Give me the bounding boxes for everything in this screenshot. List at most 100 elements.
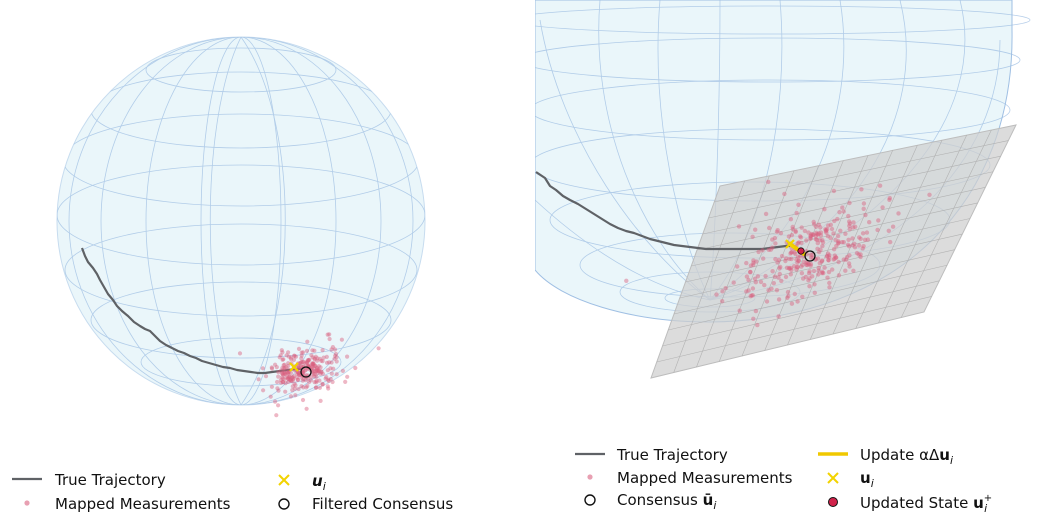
measurement-point xyxy=(827,255,832,260)
measurement-point xyxy=(774,229,780,234)
measurement-point xyxy=(282,372,287,377)
measurement-point xyxy=(279,368,284,373)
measurement-point xyxy=(286,376,291,381)
measurement-point xyxy=(825,275,830,280)
measurement-point xyxy=(316,364,321,369)
measurement-point xyxy=(286,376,291,381)
measurement-point xyxy=(314,365,320,370)
measurement-point xyxy=(287,377,292,383)
right-u-marker xyxy=(785,239,795,249)
measurement-point xyxy=(288,394,294,399)
measurement-point xyxy=(896,211,901,216)
measurement-point xyxy=(841,240,846,245)
measurement-point xyxy=(293,386,298,391)
measurement-point xyxy=(851,220,856,225)
measurement-point xyxy=(306,357,311,363)
measurement-point xyxy=(788,217,794,222)
measurement-point xyxy=(843,231,848,236)
measurement-point xyxy=(776,275,781,280)
measurement-point xyxy=(331,366,336,371)
measurement-point xyxy=(312,364,318,369)
measurement-point xyxy=(301,385,306,390)
measurement-point xyxy=(775,228,780,233)
measurement-point xyxy=(779,253,785,259)
legend-item-true-trajectory: True Trajectory xyxy=(12,471,166,489)
measurement-point xyxy=(753,227,758,232)
measurement-point xyxy=(744,260,749,266)
measurement-point xyxy=(752,276,758,281)
measurement-point xyxy=(861,201,867,206)
measurement-point xyxy=(772,235,778,241)
measurement-point xyxy=(376,346,381,351)
measurement-point xyxy=(287,374,292,380)
measurement-point xyxy=(862,237,868,242)
measurement-point xyxy=(312,356,317,361)
measurement-point xyxy=(751,262,756,268)
measurement-point xyxy=(793,228,798,234)
measurement-point xyxy=(330,379,335,385)
measurement-point xyxy=(758,279,764,285)
measurement-point xyxy=(846,261,852,266)
measurement-point xyxy=(800,294,805,299)
measurement-point xyxy=(795,264,800,270)
measurement-point xyxy=(280,376,285,381)
measurement-point xyxy=(818,233,824,238)
measurement-point xyxy=(856,252,861,257)
measurement-point xyxy=(314,385,319,390)
measurement-point xyxy=(828,235,833,241)
measurement-point xyxy=(761,256,766,261)
measurement-point xyxy=(289,370,294,376)
measurement-point xyxy=(816,265,821,271)
left-panel xyxy=(56,36,426,418)
measurement-point xyxy=(794,210,799,216)
measurement-point xyxy=(824,230,829,235)
measurement-point xyxy=(294,371,299,376)
measurement-point xyxy=(318,371,323,376)
measurement-point xyxy=(312,348,317,353)
measurement-point xyxy=(305,383,310,389)
measurement-point xyxy=(807,276,812,281)
measurement-point xyxy=(310,348,315,353)
measurement-point xyxy=(312,357,317,362)
measurement-point xyxy=(766,288,771,293)
measurement-point xyxy=(317,356,323,361)
measurement-point xyxy=(820,258,825,263)
measurement-point xyxy=(783,274,789,280)
measurement-point xyxy=(289,357,294,362)
measurement-point xyxy=(807,284,812,289)
measurement-point xyxy=(847,227,852,232)
legend-item-mapped-measurements-right: Mapped Measurements xyxy=(587,469,793,487)
measurement-point xyxy=(778,231,784,236)
measurement-point xyxy=(804,238,809,243)
measurement-point xyxy=(285,370,291,375)
measurement-point xyxy=(263,374,269,379)
measurement-point xyxy=(927,192,932,197)
measurement-point xyxy=(875,227,880,233)
measurement-point xyxy=(276,374,281,379)
measurement-point xyxy=(856,243,862,248)
measurement-point xyxy=(268,394,273,399)
measurement-point xyxy=(323,376,328,381)
measurement-point xyxy=(880,205,885,210)
measurement-point xyxy=(280,380,286,385)
measurement-point xyxy=(820,238,825,243)
measurement-point xyxy=(273,399,278,404)
measurement-point xyxy=(860,231,866,236)
measurement-point xyxy=(850,236,855,241)
measurement-point xyxy=(795,260,800,265)
measurement-point xyxy=(788,272,793,277)
measurement-point xyxy=(275,386,280,391)
measurement-point xyxy=(286,350,291,355)
measurement-point xyxy=(792,291,797,297)
measurement-point xyxy=(785,295,790,300)
measurement-point xyxy=(293,354,299,359)
measurement-point xyxy=(333,351,339,357)
measurement-point xyxy=(817,238,823,243)
measurement-point xyxy=(756,249,761,255)
measurement-point xyxy=(310,370,315,375)
measurement-point xyxy=(284,375,289,380)
measurement-point xyxy=(786,293,791,299)
measurement-point xyxy=(300,359,305,365)
measurement-point xyxy=(865,237,870,242)
